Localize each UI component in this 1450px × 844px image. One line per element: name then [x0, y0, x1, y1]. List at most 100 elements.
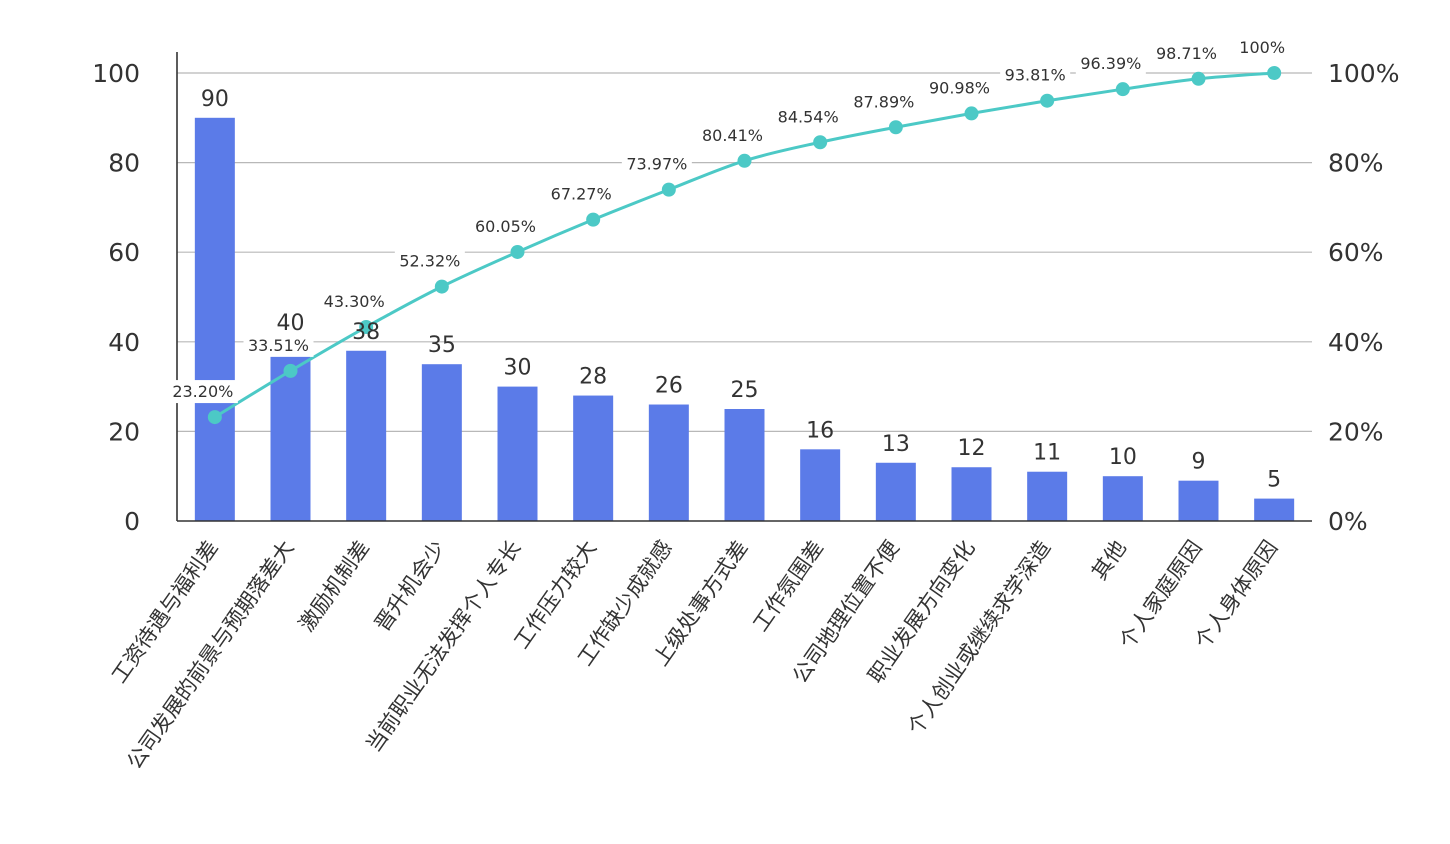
bar [346, 350, 387, 521]
cumulative-percent-label: 23.20% [172, 382, 233, 401]
cumulative-label-bg [1000, 63, 1071, 87]
cumulative-label-bg [1237, 36, 1288, 59]
cumulative-label-bg [546, 182, 617, 206]
y-tick-label: 0 [124, 507, 140, 536]
cumulative-line-path [214, 71, 1275, 419]
category-label: 当前职业无法发挥个人专长 [361, 536, 525, 756]
cumulative-label-bg [243, 333, 314, 357]
cumulative-point [661, 182, 676, 197]
cumulative-percent-label: 52.32% [399, 252, 460, 271]
bar-value-label: 26 [655, 374, 683, 399]
category-label: 个人创业或继续求学深造 [903, 536, 1055, 739]
cumulative-point [434, 279, 449, 294]
cumulative-label-bg [1075, 52, 1146, 76]
bar-value-label: 35 [428, 333, 456, 358]
cumulative-label-bg [697, 123, 768, 147]
bar [1254, 498, 1295, 521]
bar-value-label: 13 [882, 432, 910, 457]
y-tick-label: 60 [108, 238, 140, 267]
y2-tick-label: 100% [1328, 59, 1399, 88]
bar-value-label: 11 [1033, 441, 1061, 466]
cumulative-percent-label: 87.89% [853, 92, 914, 111]
cumulative-label-bg [848, 90, 919, 114]
y-tick-label: 100 [92, 59, 140, 88]
cumulative-percent-label: 43.30% [324, 292, 385, 311]
cumulative-percent-label: 100% [1239, 38, 1285, 57]
bar [1178, 480, 1219, 521]
cumulative-label-bg [319, 290, 390, 314]
bar-value-label: 28 [579, 365, 607, 390]
cumulative-point [1040, 93, 1055, 108]
category-label: 其他 [1087, 536, 1131, 584]
bar-value-label: 5 [1267, 468, 1281, 493]
category-label: 个人身体原因 [1190, 536, 1282, 653]
cumulative-line [207, 66, 1282, 425]
axes [176, 52, 1312, 522]
cumulative-percent-label: 90.98% [929, 78, 990, 97]
cumulative-label-bg [924, 76, 995, 100]
bar-value-label: 90 [201, 87, 229, 112]
cumulative-percent-label: 84.54% [778, 107, 839, 126]
cumulative-label-bg [773, 105, 844, 129]
bars [194, 117, 1295, 522]
bar-value-label: 30 [504, 356, 532, 381]
cumulative-label-bg [167, 380, 238, 404]
y2-tick-label: 20% [1328, 417, 1384, 446]
y2-tick-label: 0% [1328, 507, 1368, 536]
cumulative-label-bg [621, 152, 692, 176]
cumulative-point [1267, 66, 1282, 80]
bar-value-label: 10 [1109, 445, 1137, 470]
cumulative-percent-label: 33.51% [248, 336, 309, 355]
cumulative-label-bg [394, 249, 465, 273]
cumulative-point [359, 320, 374, 335]
category-label: 晋升机会少 [370, 536, 450, 636]
cumulative-point [737, 153, 752, 168]
bar-value-label: 38 [352, 320, 380, 345]
cumulative-label-bg [1151, 41, 1222, 65]
cumulative-point [1191, 71, 1206, 86]
bar-value-label: 16 [806, 418, 834, 443]
y2-tick-label: 40% [1328, 328, 1384, 357]
bar [1027, 471, 1068, 521]
y2-tick-label: 80% [1328, 149, 1384, 178]
cumulative-point [888, 120, 903, 135]
cumulative-percent-label: 93.81% [1005, 66, 1066, 85]
cumulative-percent-label: 67.27% [551, 185, 612, 204]
bar-value-label: 12 [958, 436, 986, 461]
bar [875, 462, 916, 521]
bar [194, 117, 235, 522]
bar [951, 467, 992, 521]
cumulative-percent-label: 96.39% [1080, 54, 1141, 73]
cumulative-point [964, 106, 979, 121]
bar [421, 364, 462, 521]
cumulative-percent-label: 73.97% [626, 155, 687, 174]
bar [648, 404, 689, 521]
bar [573, 395, 614, 521]
cumulative-point [283, 363, 298, 378]
cumulative-percent-label: 80.41% [702, 126, 763, 145]
category-label: 激励机制差 [294, 536, 374, 636]
y2-tick-label: 60% [1328, 238, 1384, 267]
cumulative-percent-label: 98.71% [1156, 44, 1217, 63]
cumulative-point [510, 244, 525, 259]
bar [497, 386, 538, 521]
bar [724, 409, 765, 521]
bar-value-label: 9 [1192, 450, 1206, 475]
cumulative-point [207, 410, 222, 425]
cumulative-point [1115, 82, 1130, 97]
y-tick-label: 80 [108, 149, 140, 178]
bar [1102, 476, 1143, 521]
y-tick-label: 20 [108, 417, 140, 446]
grid-lines [177, 72, 1312, 432]
cumulative-label-bg [470, 214, 541, 238]
cumulative-point [813, 135, 828, 150]
cumulative-point [586, 212, 601, 227]
bar-value-label: 25 [731, 378, 759, 403]
bar [800, 449, 841, 521]
y-tick-label: 40 [108, 328, 140, 357]
category-label: 工作氛围差 [748, 536, 828, 636]
bar-value-label: 40 [277, 311, 305, 336]
cumulative-percent-label: 60.05% [475, 217, 536, 236]
